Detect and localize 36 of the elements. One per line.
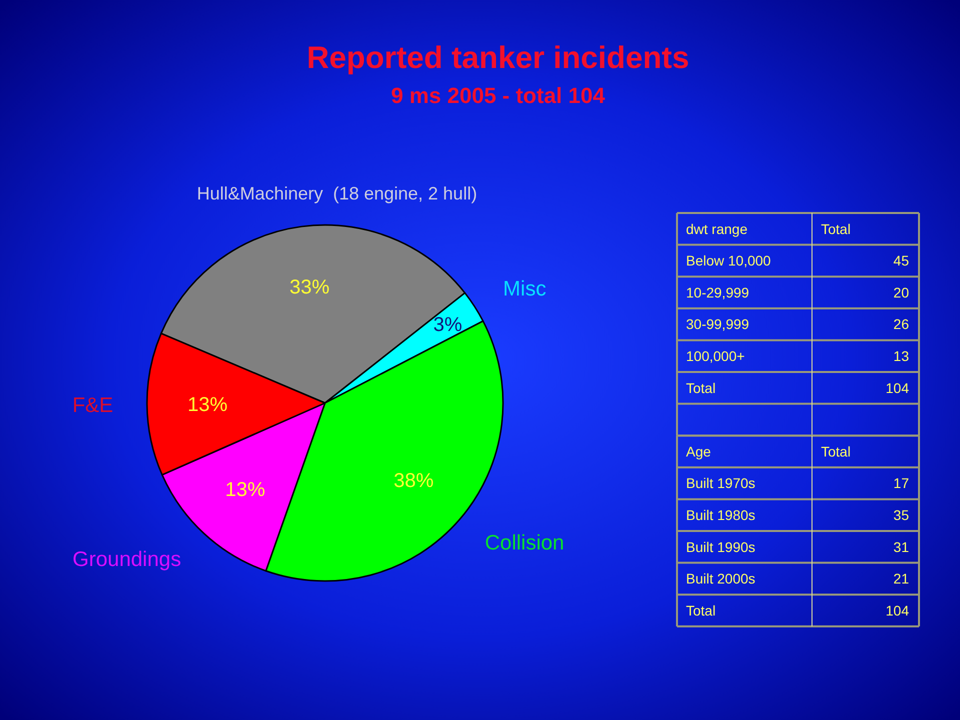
data-label: 13 xyxy=(893,348,910,364)
data-label: 45 xyxy=(893,252,910,269)
slice-label: Hull&Machinery (18 engine, 2 hull) xyxy=(196,183,478,204)
data-label: 3% xyxy=(433,314,462,336)
data-label: 17 xyxy=(893,475,910,492)
category-label: 30-99,999 xyxy=(686,316,750,332)
category-label: Built 1990s xyxy=(686,538,756,555)
chart-subtitle: 9 ms 2005 - total 104 xyxy=(390,83,606,108)
text: Total xyxy=(821,443,851,460)
data-label: 38% xyxy=(394,470,434,492)
chart-title: Reported tanker incidents xyxy=(306,40,690,75)
category-label: Built 1980s xyxy=(686,507,756,523)
category-label: 100,000+ xyxy=(686,348,745,364)
category-label: Built 2000s xyxy=(686,570,756,587)
text: dwt range xyxy=(686,220,748,237)
text: Age xyxy=(686,443,712,460)
data-label: 21 xyxy=(893,570,910,587)
category-label: Below 10,000 xyxy=(686,252,772,269)
slice-label: F&E xyxy=(72,394,114,417)
category-label: Total xyxy=(686,602,716,618)
slice-label: Misc xyxy=(503,278,546,301)
category-label: 10-29,999 xyxy=(686,284,750,300)
data-label: 104 xyxy=(886,380,910,396)
data-label: 13% xyxy=(188,394,228,416)
slice-label: Groundings xyxy=(72,548,182,571)
data-label: 13% xyxy=(225,479,266,502)
data-label: 26 xyxy=(893,316,910,332)
text: Total xyxy=(821,220,851,237)
data-label: 104 xyxy=(886,602,910,618)
data-label: 20 xyxy=(893,284,910,300)
data-label: 33% xyxy=(289,276,330,299)
data-label: 31 xyxy=(893,538,910,555)
data-label: 35 xyxy=(893,507,910,523)
category-label: Total xyxy=(686,380,716,396)
slice-label: Collision xyxy=(484,531,564,554)
category-label: Built 1970s xyxy=(686,475,756,492)
